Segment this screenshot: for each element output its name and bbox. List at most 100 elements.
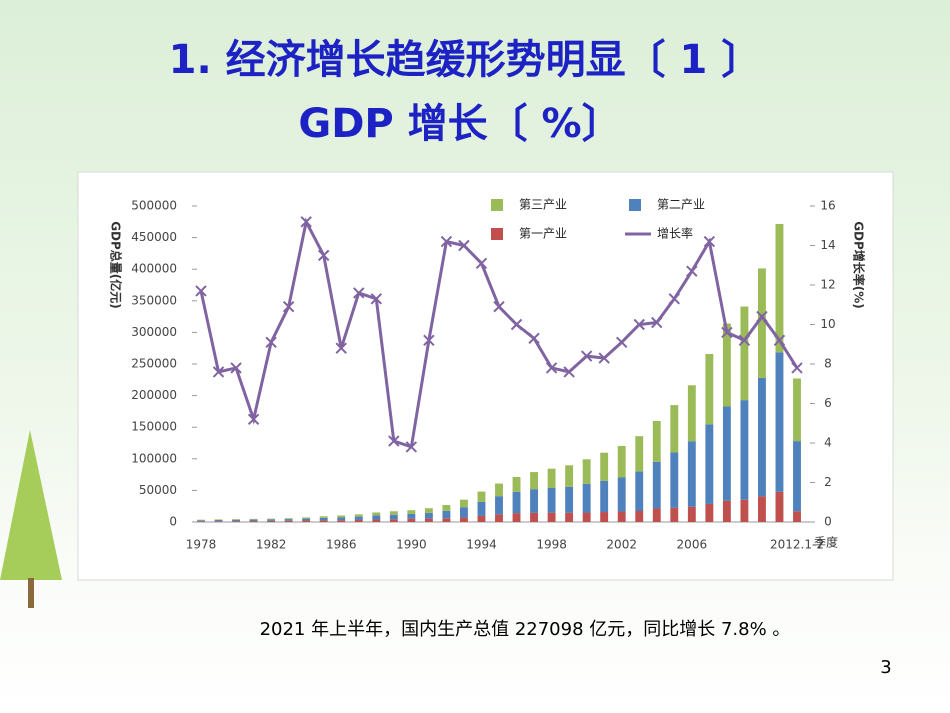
bar-segment [793, 511, 801, 522]
bar-segment [512, 491, 521, 514]
bar-segment [600, 512, 609, 522]
bar-segment [197, 520, 205, 522]
bar-segment [197, 519, 205, 521]
growth-marker [598, 352, 610, 364]
chart-frame [77, 171, 894, 581]
growth-marker [615, 336, 628, 348]
bar-segment [442, 504, 451, 511]
bar-segment [319, 517, 328, 521]
x-tick-label: 1994 [466, 538, 497, 552]
legend-label: 第一产业 [519, 227, 567, 241]
bar-segment [372, 515, 381, 520]
growth-marker [791, 362, 803, 374]
bar-segment [267, 520, 276, 522]
y2-axis-label: GDP增长率(%) [852, 221, 867, 309]
y-tick-label: 250000 [131, 357, 177, 371]
growth-marker [545, 362, 558, 374]
bar-segment [670, 405, 679, 453]
bar-segment [495, 483, 503, 497]
bar-segment [547, 487, 556, 513]
growth-marker [458, 239, 470, 252]
growth-marker [388, 435, 400, 447]
bar-segment [249, 518, 258, 520]
bar-segment [407, 510, 416, 514]
bar-segment [337, 515, 346, 518]
bar-segment [600, 480, 609, 513]
bar-segment [565, 465, 574, 487]
bar-segment [477, 491, 486, 502]
bar-segment [530, 472, 539, 490]
bar-segment [249, 521, 258, 522]
bar-segment [687, 385, 696, 442]
bar-segment [267, 519, 276, 521]
bar-segment [687, 441, 696, 507]
bar-segment [635, 471, 644, 512]
x-tick-label: 1990 [396, 538, 427, 552]
bar-segment [705, 503, 714, 522]
growth-marker [335, 342, 347, 354]
bar-segment [319, 520, 328, 522]
bar-segment [267, 518, 276, 520]
legend-label: 第三产业 [519, 198, 567, 212]
bar-segment [477, 501, 486, 516]
growth-marker [668, 293, 681, 305]
bar-segment [722, 323, 731, 407]
bar-segment [232, 521, 241, 522]
caption: 2021 年上半年，国内生产总值 227098 亿元，同比增长 7.8% 。 [260, 619, 791, 640]
chart: 0 50000 100000 150000 200000 250000 300000 3500… [109, 198, 867, 552]
x-axis-label: 季度 [814, 535, 838, 550]
bar-segment [775, 352, 784, 492]
growth-marker [265, 336, 277, 348]
bar-segment [600, 452, 609, 481]
bar-segment [354, 519, 363, 522]
growth-marker [317, 249, 330, 262]
bar-segment [670, 452, 679, 508]
bar-segment [424, 508, 433, 513]
bar-segment [354, 514, 363, 517]
bar-segment [635, 511, 644, 522]
y2-tick-label: 0 [824, 515, 832, 529]
y-tick-label: 300000 [131, 325, 177, 339]
y-tick-label: 150000 [131, 420, 177, 434]
bar-segment [249, 519, 258, 522]
bar-segment [372, 512, 381, 516]
growth-marker [738, 334, 751, 347]
y-tick-label: 500000 [131, 199, 177, 213]
bar-segment [565, 512, 574, 522]
legend-swatch [629, 199, 641, 211]
growth-marker [353, 287, 365, 299]
bar-segment [635, 436, 644, 472]
y-tick-label: 350000 [131, 293, 177, 307]
bar-segment [582, 512, 591, 522]
bar-segment [757, 377, 766, 497]
bar-segment [530, 489, 539, 513]
bar-segment [565, 486, 574, 513]
growth-marker [773, 334, 786, 347]
growth-marker [651, 316, 663, 329]
growth-marker [510, 318, 523, 331]
y-tick-label: 0 [169, 515, 177, 529]
legend-label: 增长率 [657, 226, 693, 241]
growth-marker [370, 293, 383, 305]
tree-trunk [28, 578, 34, 608]
growth-marker [721, 326, 733, 339]
bar-segment [459, 499, 468, 508]
bar-segment [670, 507, 679, 522]
growth-marker [528, 332, 540, 345]
bar-segment [617, 477, 626, 512]
bar-segment [319, 516, 328, 518]
growth-marker [475, 257, 488, 269]
growth-marker [493, 301, 505, 313]
growth-marker [230, 362, 242, 374]
growth-marker [405, 441, 418, 453]
bar-segment [214, 519, 223, 522]
y2-tick-label: 10 [820, 317, 835, 331]
bar-segment [652, 461, 661, 509]
bar-segment [722, 406, 731, 501]
bar-segment [389, 519, 398, 522]
bar-segment [617, 511, 626, 522]
x-tick-label: 2002 [606, 538, 637, 552]
growth-marker [440, 235, 453, 248]
growth-marker [423, 334, 435, 347]
growth-marker [247, 413, 260, 426]
